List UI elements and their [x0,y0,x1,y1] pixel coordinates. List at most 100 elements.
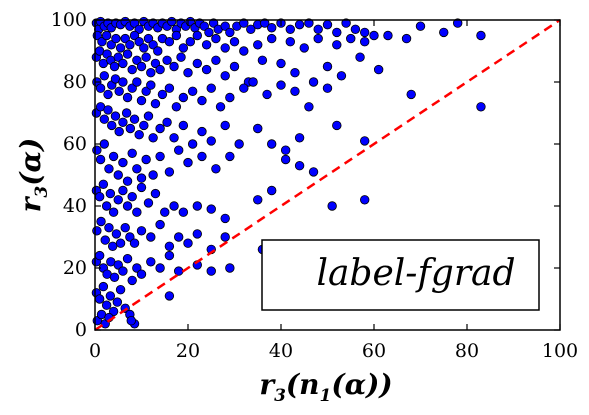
scatter-point [336,71,347,81]
scatter-point [262,89,272,100]
scatter-point [139,43,149,53]
scatter-point [141,154,151,165]
scatter-point [308,167,319,177]
scatter-point [294,133,305,143]
scatter-point [197,126,207,137]
scatter-point [107,120,117,131]
y-tick-label: 100 [51,9,87,31]
scatter-point [125,40,135,50]
scatter-point [169,61,179,72]
scatter-point [148,170,158,180]
scatter-point [369,30,379,41]
scatter-point [122,254,133,264]
scatter-point [153,46,163,56]
scatter-point [157,89,168,100]
scatter-point [476,102,486,112]
scatter-point [105,188,116,199]
scatter-point [148,133,158,143]
scatter-point [253,123,263,134]
scatter-point [206,204,216,214]
scatter-point [267,185,277,196]
scatter-point [322,83,333,93]
scatter-point [187,86,198,97]
scatter-point [113,170,123,180]
scatter-point [178,92,189,103]
scatter-point [99,71,110,81]
ticks-layer: 0 20 40 60 80 100 0 20 40 60 80 100 [51,9,578,362]
scatter-point [239,83,249,93]
scatter-point [253,195,263,205]
scatter-point [173,266,184,276]
scatter-point [253,40,263,50]
scatter-point [267,33,277,44]
scatter-point [136,61,147,72]
scatter-point [162,55,172,66]
scatter-point [141,86,151,97]
scatter-point [173,145,184,155]
scatter-point [183,238,193,248]
scatter-point [206,83,216,93]
scatter-point [220,120,230,131]
scatter-point [118,266,128,276]
scatter-point [127,64,137,75]
scatter-point [199,21,209,31]
scatter-point [162,117,172,128]
scatter-point [139,120,149,131]
scatter-point [453,18,463,28]
scatter-point [206,266,216,276]
scatter-point [192,58,203,69]
scatter-point [373,64,384,75]
y-axis-title: r3(α) [14,138,52,213]
scatter-point [115,43,126,53]
scatter-point [97,37,107,47]
scatter-point [211,164,221,174]
scatter-point [155,263,165,273]
scatter-point [225,263,235,273]
scatter-point [164,83,175,93]
scatter-point [201,40,212,50]
scatter-point [304,18,314,28]
scatter-point [285,37,296,47]
scatter-point [111,33,121,44]
scatter-point [360,37,370,47]
scatter-point [350,24,361,35]
scatter-point [94,191,105,202]
scatter-point [155,64,165,75]
scatter-point [110,111,121,121]
scatter-point [132,207,142,217]
scatter-point [401,33,412,44]
scatter-point [108,207,119,217]
scatter-point [155,151,165,162]
scatter-point [136,182,147,193]
scatter-point [304,102,314,112]
scatter-point [120,222,130,233]
scatter-point [360,27,370,38]
scatter-point [169,201,179,211]
scatter-point [204,27,214,38]
scatter-point [327,201,337,211]
scatter-point [234,139,244,149]
scatter-point [101,30,112,41]
scatter-point [183,157,193,168]
scatter-point [313,33,323,44]
scatter-point [225,27,235,38]
scatter-point [299,43,309,53]
scatter-point [134,24,144,35]
scatter-point [201,64,212,75]
scatter-point [239,18,249,28]
scatter-point [164,241,175,252]
scatter-point [355,52,365,62]
scatter-point [332,40,342,50]
scatter-point [115,285,126,295]
reference-line [94,18,561,332]
scatter-point [129,18,140,28]
scatter-point [208,18,219,28]
x-tick-label: 100 [542,340,578,362]
scatter-point [439,27,449,38]
scatter-point [118,58,128,69]
scatter-point [92,226,102,236]
scatter-point [105,291,116,301]
scatter-point [341,18,351,28]
scatter-point [220,21,230,31]
scatter-point [206,136,216,146]
